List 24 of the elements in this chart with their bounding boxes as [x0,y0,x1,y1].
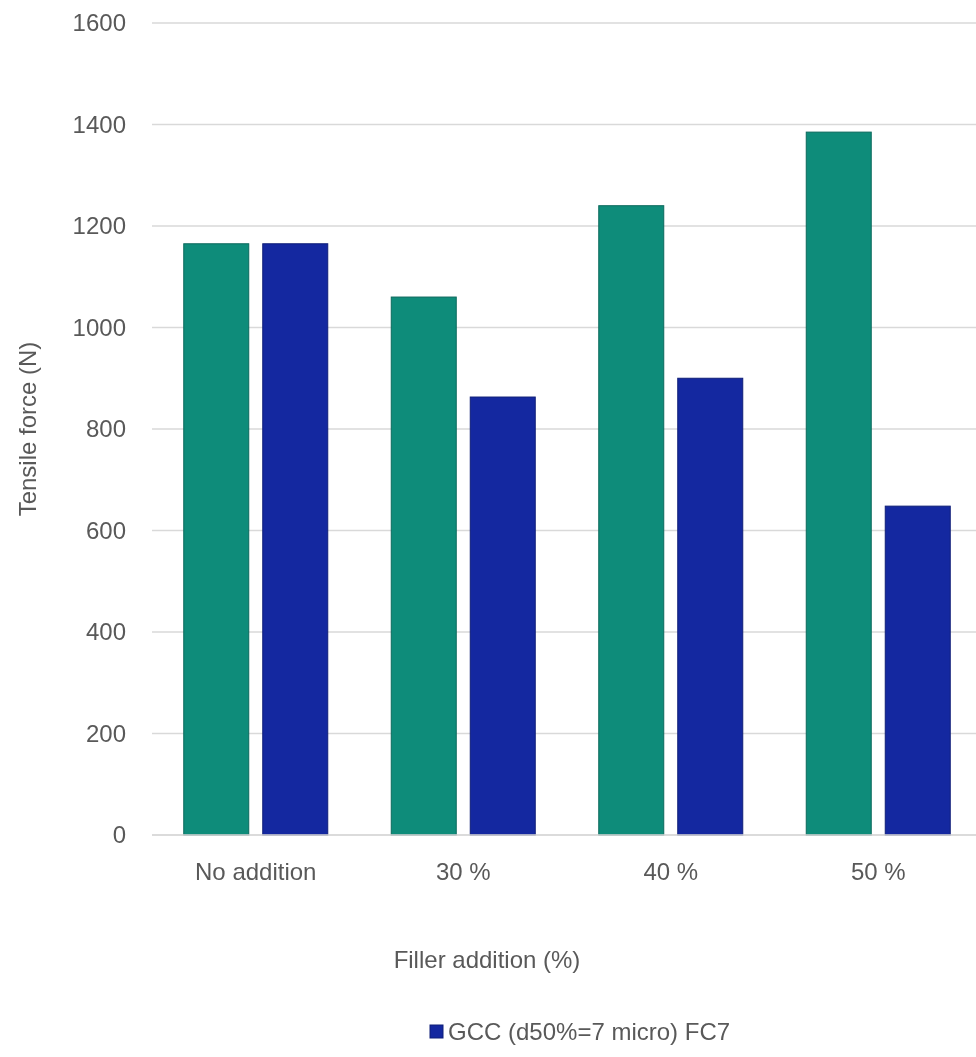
x-axis-title: Filler addition (%) [393,946,581,973]
y-tick-label: 400 [85,618,126,646]
y-axis-title: Tensile force (N) [14,341,41,517]
x-tick-label: 30 % [435,858,491,885]
bar [390,296,457,836]
y-tick-label: 200 [85,719,126,747]
y-tick-label: 600 [85,516,126,544]
x-tick-label: 50 % [850,858,906,885]
bar [677,377,744,836]
bar [884,505,951,836]
x-tick-label: 40 % [643,858,699,885]
y-tick-label: 1200 [72,212,126,240]
y-tick-label: 800 [85,415,126,443]
bar [598,205,665,836]
bar [805,131,872,836]
bar [262,243,329,836]
legend-label: GCC (d50%=7 micro) FC7 [448,1018,731,1045]
y-tick-label: 1600 [72,9,126,37]
bar [183,243,250,836]
y-tick-label: 0 [112,821,126,849]
x-tick-label: No addition [195,858,317,885]
y-tick-label: 1000 [72,313,126,341]
bar [469,396,536,836]
y-tick-label: 1400 [72,110,126,138]
